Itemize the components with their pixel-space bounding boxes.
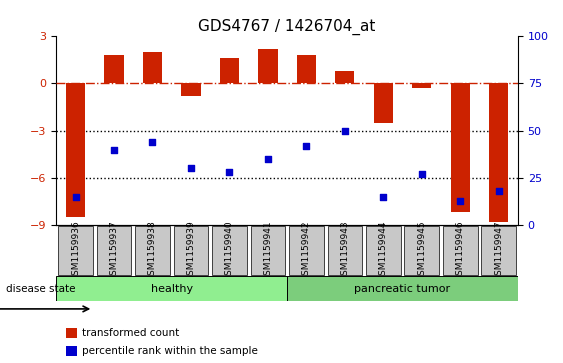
Bar	[104, 55, 124, 83]
Bar	[143, 52, 162, 83]
Text: healthy: healthy	[151, 284, 193, 294]
Text: GSM1159942: GSM1159942	[302, 220, 311, 281]
Point	[379, 194, 388, 200]
Text: GSM1159945: GSM1159945	[417, 220, 426, 281]
Text: GSM1159939: GSM1159939	[186, 220, 195, 281]
Text: GSM1159937: GSM1159937	[110, 220, 118, 281]
Text: GSM1159946: GSM1159946	[456, 220, 464, 281]
Text: GSM1159947: GSM1159947	[494, 220, 503, 281]
Text: disease state: disease state	[6, 284, 75, 294]
Point	[455, 197, 464, 203]
Bar	[335, 71, 355, 83]
Bar	[65, 346, 77, 356]
Bar	[58, 226, 93, 275]
Point	[148, 139, 157, 145]
Bar	[212, 226, 247, 275]
Point	[417, 171, 426, 177]
Text: transformed count: transformed count	[82, 328, 179, 338]
Point	[494, 188, 503, 194]
Bar	[412, 83, 431, 88]
Bar	[56, 276, 287, 301]
Bar	[374, 83, 393, 123]
Bar	[173, 226, 208, 275]
Text: GSM1159943: GSM1159943	[341, 220, 349, 281]
Bar	[258, 49, 278, 83]
Bar	[289, 226, 324, 275]
Bar	[65, 328, 77, 338]
Text: GSM1159941: GSM1159941	[263, 220, 272, 281]
Point	[109, 147, 118, 152]
Point	[225, 169, 234, 175]
Point	[263, 156, 272, 162]
Bar	[97, 226, 131, 275]
Bar	[66, 83, 85, 217]
Point	[186, 166, 195, 171]
Bar	[287, 276, 518, 301]
Bar	[328, 226, 362, 275]
Point	[302, 143, 311, 149]
Bar	[251, 226, 285, 275]
Bar	[297, 55, 316, 83]
Bar	[181, 83, 200, 96]
Bar	[443, 226, 477, 275]
Bar	[404, 226, 439, 275]
Text: GSM1159940: GSM1159940	[225, 220, 234, 281]
Point	[340, 128, 349, 134]
Text: GSM1159944: GSM1159944	[379, 220, 388, 281]
Point	[71, 194, 80, 200]
Bar	[489, 83, 508, 222]
Text: GSM1159938: GSM1159938	[148, 220, 157, 281]
Text: pancreatic tumor: pancreatic tumor	[355, 284, 450, 294]
Bar	[366, 226, 401, 275]
Title: GDS4767 / 1426704_at: GDS4767 / 1426704_at	[198, 19, 376, 35]
Text: percentile rank within the sample: percentile rank within the sample	[82, 346, 257, 356]
Bar	[450, 83, 470, 212]
Text: GSM1159936: GSM1159936	[71, 220, 80, 281]
Bar	[135, 226, 170, 275]
Bar	[481, 226, 516, 275]
Bar	[220, 58, 239, 83]
